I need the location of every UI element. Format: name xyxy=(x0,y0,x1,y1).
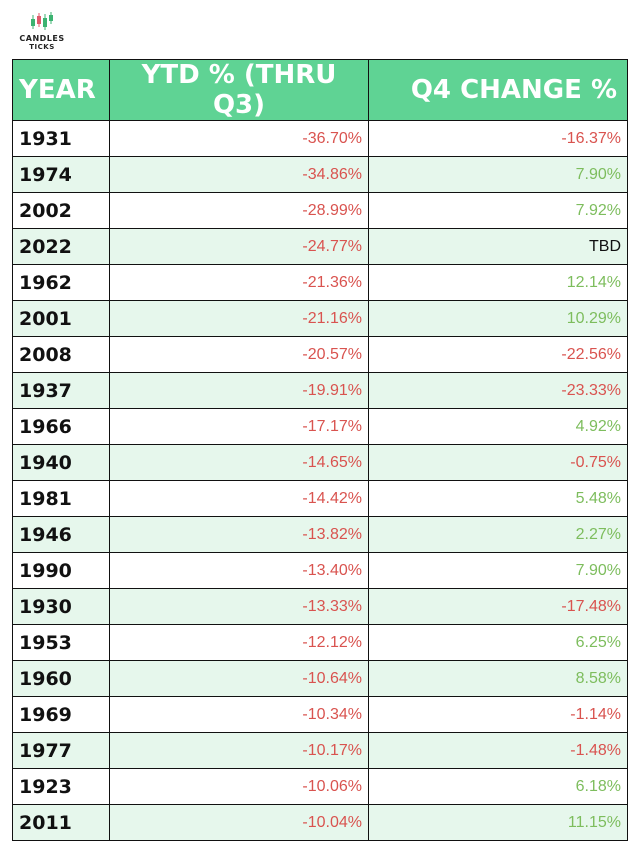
ytd-cell: -28.99% xyxy=(109,192,369,229)
year-cell: 2002 xyxy=(12,192,110,229)
table-row: 1974 -34.86% 7.90% xyxy=(12,156,628,193)
table-row: 2008 -20.57% -22.56% xyxy=(12,336,628,373)
table-row: 1937 -19.91% -23.33% xyxy=(12,372,628,409)
year-cell: 2008 xyxy=(12,336,110,373)
q4-cell: 2.27% xyxy=(368,516,628,553)
ytd-cell: -17.17% xyxy=(109,408,369,445)
ytd-cell: -24.77% xyxy=(109,228,369,265)
table-row: 1981 -14.42% 5.48% xyxy=(12,480,628,517)
header-q4: Q4 CHANGE % xyxy=(368,59,628,121)
ytd-cell: -14.65% xyxy=(109,444,369,481)
ytd-cell: -13.40% xyxy=(109,552,369,589)
year-cell: 2011 xyxy=(12,804,110,841)
q4-cell: -22.56% xyxy=(368,336,628,373)
year-cell: 1937 xyxy=(12,372,110,409)
q4-cell: TBD xyxy=(368,228,628,265)
brand-logo: CANDLES TICKS xyxy=(16,12,68,52)
year-cell: 2001 xyxy=(12,300,110,337)
year-cell: 1953 xyxy=(12,624,110,661)
ytd-cell: -36.70% xyxy=(109,120,369,157)
ytd-cell: -21.16% xyxy=(109,300,369,337)
year-cell: 1974 xyxy=(12,156,110,193)
header-ytd: YTD % (THRU Q3) xyxy=(109,59,369,121)
q4-cell: 7.92% xyxy=(368,192,628,229)
year-cell: 1969 xyxy=(12,696,110,733)
q4-cell: 5.48% xyxy=(368,480,628,517)
q4-cell: 4.92% xyxy=(368,408,628,445)
ytd-cell: -21.36% xyxy=(109,264,369,301)
year-cell: 1977 xyxy=(12,732,110,769)
table-row: 1953 -12.12% 6.25% xyxy=(12,624,628,661)
table-row: 1931 -36.70% -16.37% xyxy=(12,120,628,157)
logo-text-line1: CANDLES xyxy=(19,34,65,43)
ytd-cell: -34.86% xyxy=(109,156,369,193)
q4-cell: -1.14% xyxy=(368,696,628,733)
q4-cell: 12.14% xyxy=(368,264,628,301)
q4-cell: 11.15% xyxy=(368,804,628,841)
ytd-cell: -10.17% xyxy=(109,732,369,769)
q4-cell: 7.90% xyxy=(368,156,628,193)
year-cell: 1923 xyxy=(12,768,110,805)
table-row: 1940 -14.65% -0.75% xyxy=(12,444,628,481)
table-body: 1931 -36.70% -16.37% 1974 -34.86% 7.90% 2002 -2… xyxy=(12,120,628,841)
table-row: 1966 -17.17% 4.92% xyxy=(12,408,628,445)
q4-cell: -1.48% xyxy=(368,732,628,769)
header-year: YEAR xyxy=(12,59,110,121)
table-row: 1930 -13.33% -17.48% xyxy=(12,588,628,625)
table-row: 1923 -10.06% 6.18% xyxy=(12,768,628,805)
year-cell: 1930 xyxy=(12,588,110,625)
ytd-cell: -14.42% xyxy=(109,480,369,517)
ytd-cell: -12.12% xyxy=(109,624,369,661)
year-cell: 1966 xyxy=(12,408,110,445)
logo-text-line2: TICKS xyxy=(29,43,55,51)
ytd-cell: -10.64% xyxy=(109,660,369,697)
table-row: 2001 -21.16% 10.29% xyxy=(12,300,628,337)
q4-cell: -17.48% xyxy=(368,588,628,625)
year-cell: 1981 xyxy=(12,480,110,517)
q4-cell: -16.37% xyxy=(368,120,628,157)
q4-cell: -23.33% xyxy=(368,372,628,409)
q4-cell: 7.90% xyxy=(368,552,628,589)
year-cell: 2022 xyxy=(12,228,110,265)
year-cell: 1962 xyxy=(12,264,110,301)
candlestick-icon xyxy=(31,12,53,30)
table-row: 1969 -10.34% -1.14% xyxy=(12,696,628,733)
table-row: 1960 -10.64% 8.58% xyxy=(12,660,628,697)
q4-cell: 6.18% xyxy=(368,768,628,805)
q4-cell: 8.58% xyxy=(368,660,628,697)
year-cell: 1990 xyxy=(12,552,110,589)
q4-cell: -0.75% xyxy=(368,444,628,481)
q4-cell: 10.29% xyxy=(368,300,628,337)
year-cell: 1931 xyxy=(12,120,110,157)
returns-table: YEAR YTD % (THRU Q3) Q4 CHANGE % 1931 -36… xyxy=(12,59,628,841)
ytd-cell: -13.82% xyxy=(109,516,369,553)
ytd-cell: -10.04% xyxy=(109,804,369,841)
q4-cell: 6.25% xyxy=(368,624,628,661)
ytd-cell: -20.57% xyxy=(109,336,369,373)
ytd-cell: -13.33% xyxy=(109,588,369,625)
table-row: 2022 -24.77% TBD xyxy=(12,228,628,265)
year-cell: 1946 xyxy=(12,516,110,553)
ytd-cell: -10.34% xyxy=(109,696,369,733)
table-row: 1977 -10.17% -1.48% xyxy=(12,732,628,769)
ytd-cell: -19.91% xyxy=(109,372,369,409)
table-row: 2002 -28.99% 7.92% xyxy=(12,192,628,229)
table-row: 1946 -13.82% 2.27% xyxy=(12,516,628,553)
table-row: 1962 -21.36% 12.14% xyxy=(12,264,628,301)
year-cell: 1940 xyxy=(12,444,110,481)
ytd-cell: -10.06% xyxy=(109,768,369,805)
table-row: 1990 -13.40% 7.90% xyxy=(12,552,628,589)
header-row: YEAR YTD % (THRU Q3) Q4 CHANGE % xyxy=(12,59,628,121)
year-cell: 1960 xyxy=(12,660,110,697)
table-row: 2011 -10.04% 11.15% xyxy=(12,804,628,841)
